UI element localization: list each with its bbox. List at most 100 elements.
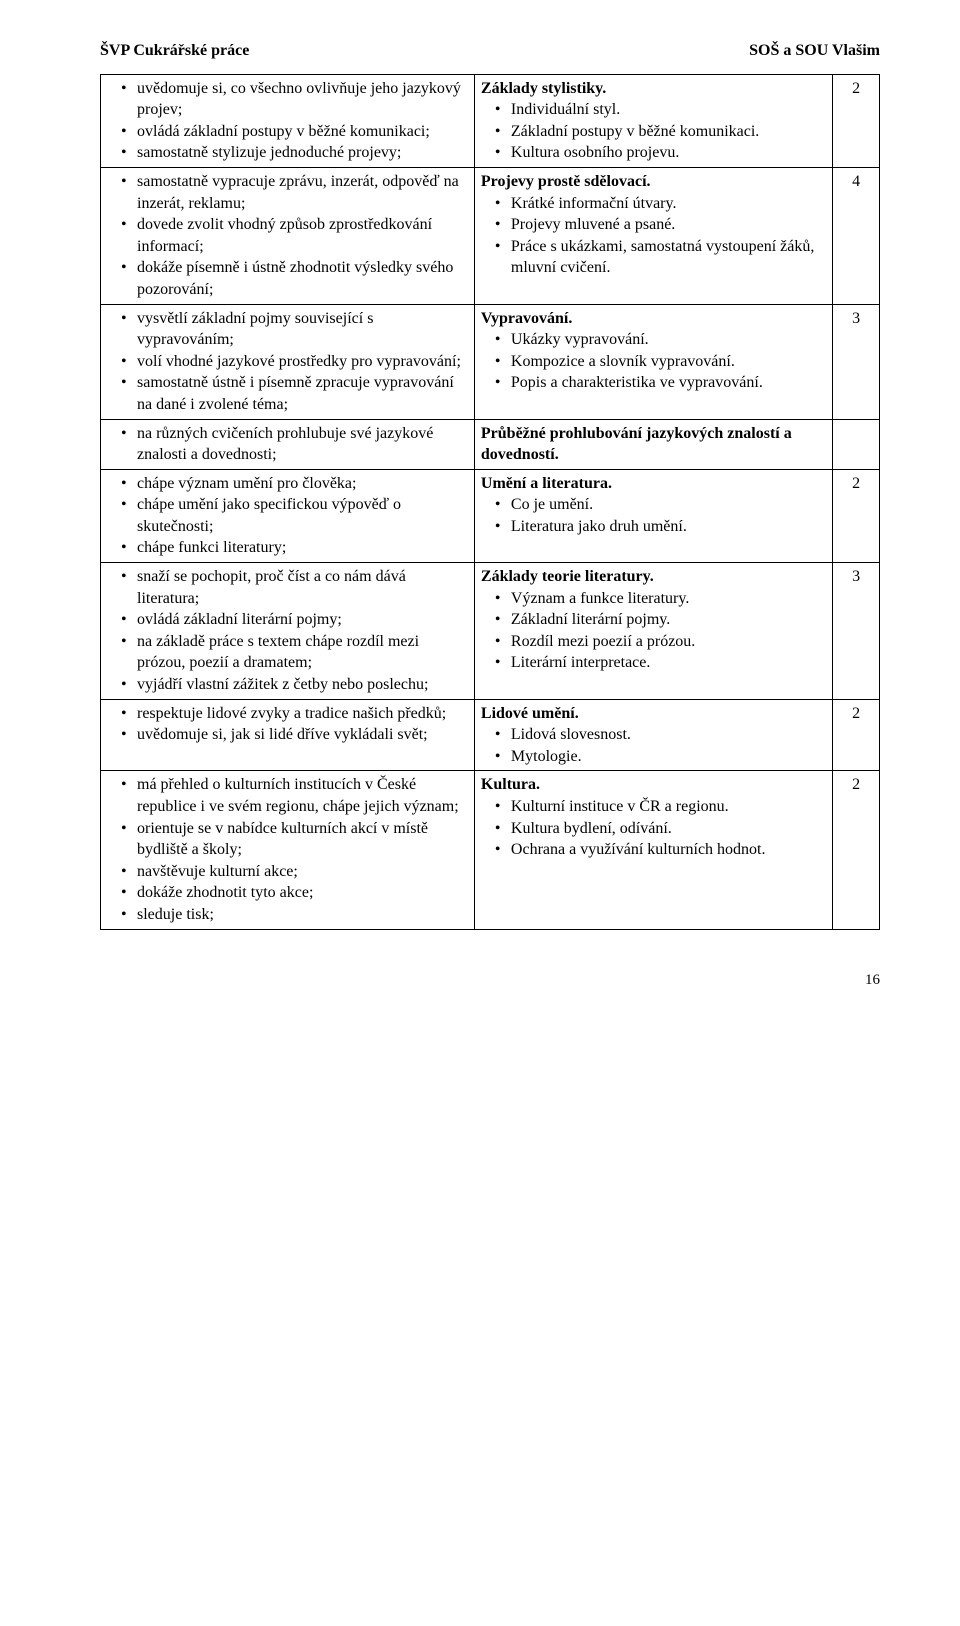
rightBlocks.6-list: Lidová slovesnost.Mytologie. — [481, 724, 826, 767]
table-row: vysvětlí základní pojmy související s vy… — [101, 304, 880, 419]
rightBlocks.0-list: Individuální styl.Základní postupy v běž… — [481, 99, 826, 164]
topic-title: Projevy prostě sdělovací. — [481, 171, 826, 193]
table-row: uvědomuje si, co všechno ovlivňuje jeho … — [101, 74, 880, 167]
topic-title: Umění a literatura. — [481, 473, 826, 495]
leftBlocks.6-list: respektuje lidové zvyky a tradice našich… — [107, 703, 468, 746]
rightBlocks.7-item: Ochrana a využívání kulturních hodnot. — [481, 839, 826, 861]
leftBlocks.6-item: respektuje lidové zvyky a tradice našich… — [107, 703, 468, 725]
topic-cell: Základy teorie literatury.Význam a funkc… — [474, 563, 832, 700]
hours-cell: 2 — [833, 771, 880, 929]
leftBlocks.5-item: snaží se pochopit, proč číst a co nám dá… — [107, 566, 468, 609]
leftBlocks.2-item: volí vhodné jazykové prostředky pro vypr… — [107, 351, 468, 373]
rightBlocks.7-item: Kulturní instituce v ČR a regionu. — [481, 796, 826, 818]
rightBlocks.2-item: Ukázky vypravování. — [481, 329, 826, 351]
leftBlocks.0-item: ovládá základní postupy v běžné komunika… — [107, 121, 468, 143]
topic-cell: Vypravování.Ukázky vypravování.Kompozice… — [474, 304, 832, 419]
hours-cell: 2 — [833, 74, 880, 167]
content-table: uvědomuje si, co všechno ovlivňuje jeho … — [100, 74, 880, 930]
rightBlocks.5-item: Význam a funkce literatury. — [481, 588, 826, 610]
leftBlocks.7-item: dokáže zhodnotit tyto akce; — [107, 882, 468, 904]
outcomes-cell: samostatně vypracuje zprávu, inzerát, od… — [101, 167, 475, 304]
topic-title: Průběžné prohlubování jazykových znalost… — [481, 423, 826, 466]
page-header: ŠVP Cukrářské práce SOŠ a SOU Vlašim — [100, 40, 880, 62]
leftBlocks.7-item: sleduje tisk; — [107, 904, 468, 926]
leftBlocks.1-item: dokáže písemně i ústně zhodnotit výsledk… — [107, 257, 468, 300]
leftBlocks.1-list: samostatně vypracuje zprávu, inzerát, od… — [107, 171, 468, 301]
topic-title: Základy teorie literatury. — [481, 566, 826, 588]
topic-cell: Kultura.Kulturní instituce v ČR a region… — [474, 771, 832, 929]
leftBlocks.4-list: chápe význam umění pro člověka;chápe umě… — [107, 473, 468, 559]
rightBlocks.6-item: Lidová slovesnost. — [481, 724, 826, 746]
leftBlocks.4-item: chápe funkci literatury; — [107, 537, 468, 559]
topic-title: Lidové umění. — [481, 703, 826, 725]
topic-title: Vypravování. — [481, 308, 826, 330]
outcomes-cell: vysvětlí základní pojmy související s vy… — [101, 304, 475, 419]
leftBlocks.0-item: uvědomuje si, co všechno ovlivňuje jeho … — [107, 78, 468, 121]
rightBlocks.6-item: Mytologie. — [481, 746, 826, 768]
outcomes-cell: chápe význam umění pro člověka;chápe umě… — [101, 469, 475, 562]
leftBlocks.5-item: ovládá základní literární pojmy; — [107, 609, 468, 631]
header-left: ŠVP Cukrářské práce — [100, 40, 249, 62]
rightBlocks.7-list: Kulturní instituce v ČR a regionu.Kultur… — [481, 796, 826, 861]
rightBlocks.1-list: Krátké informační útvary.Projevy mluvené… — [481, 193, 826, 279]
hours-cell: 3 — [833, 563, 880, 700]
outcomes-cell: uvědomuje si, co všechno ovlivňuje jeho … — [101, 74, 475, 167]
outcomes-cell: na různých cvičeních prohlubuje své jazy… — [101, 419, 475, 469]
leftBlocks.5-list: snaží se pochopit, proč číst a co nám dá… — [107, 566, 468, 696]
leftBlocks.3-item: na různých cvičeních prohlubuje své jazy… — [107, 423, 468, 466]
rightBlocks.4-item: Literatura jako druh umění. — [481, 516, 826, 538]
table-row: samostatně vypracuje zprávu, inzerát, od… — [101, 167, 880, 304]
leftBlocks.0-list: uvědomuje si, co všechno ovlivňuje jeho … — [107, 78, 468, 164]
header-right: SOŠ a SOU Vlašim — [749, 40, 880, 62]
rightBlocks.0-item: Základní postupy v běžné komunikaci. — [481, 121, 826, 143]
rightBlocks.2-item: Popis a charakteristika ve vypravování. — [481, 372, 826, 394]
table-row: chápe význam umění pro člověka;chápe umě… — [101, 469, 880, 562]
leftBlocks.5-item: vyjádří vlastní zážitek z četby nebo pos… — [107, 674, 468, 696]
topic-cell: Lidové umění.Lidová slovesnost.Mytologie… — [474, 699, 832, 771]
leftBlocks.2-item: vysvětlí základní pojmy související s vy… — [107, 308, 468, 351]
leftBlocks.6-item: uvědomuje si, jak si lidé dříve vykládal… — [107, 724, 468, 746]
leftBlocks.7-item: orientuje se v nabídce kulturních akcí v… — [107, 818, 468, 861]
table-row: na různých cvičeních prohlubuje své jazy… — [101, 419, 880, 469]
rightBlocks.1-item: Projevy mluvené a psané. — [481, 214, 826, 236]
rightBlocks.0-item: Individuální styl. — [481, 99, 826, 121]
leftBlocks.5-item: na základě práce s textem chápe rozdíl m… — [107, 631, 468, 674]
hours-cell: 2 — [833, 469, 880, 562]
rightBlocks.1-item: Práce s ukázkami, samostatná vystoupení … — [481, 236, 826, 279]
outcomes-cell: snaží se pochopit, proč číst a co nám dá… — [101, 563, 475, 700]
hours-cell: 4 — [833, 167, 880, 304]
hours-cell: 2 — [833, 699, 880, 771]
rightBlocks.4-item: Co je umění. — [481, 494, 826, 516]
topic-title: Základy stylistiky. — [481, 78, 826, 100]
topic-title: Kultura. — [481, 774, 826, 796]
leftBlocks.2-list: vysvětlí základní pojmy související s vy… — [107, 308, 468, 416]
leftBlocks.2-item: samostatně ústně i písemně zpracuje vypr… — [107, 372, 468, 415]
outcomes-cell: má přehled o kulturních institucích v Če… — [101, 771, 475, 929]
topic-cell: Základy stylistiky.Individuální styl.Zák… — [474, 74, 832, 167]
rightBlocks.5-item: Literární interpretace. — [481, 652, 826, 674]
topic-cell: Projevy prostě sdělovací.Krátké informač… — [474, 167, 832, 304]
table-row: má přehled o kulturních institucích v Če… — [101, 771, 880, 929]
leftBlocks.4-item: chápe umění jako specifickou výpověď o s… — [107, 494, 468, 537]
leftBlocks.7-item: navštěvuje kulturní akce; — [107, 861, 468, 883]
rightBlocks.5-item: Základní literární pojmy. — [481, 609, 826, 631]
rightBlocks.2-item: Kompozice a slovník vypravování. — [481, 351, 826, 373]
rightBlocks.0-item: Kultura osobního projevu. — [481, 142, 826, 164]
rightBlocks.4-list: Co je umění.Literatura jako druh umění. — [481, 494, 826, 537]
leftBlocks.3-list: na různých cvičeních prohlubuje své jazy… — [107, 423, 468, 466]
table-row: snaží se pochopit, proč číst a co nám dá… — [101, 563, 880, 700]
leftBlocks.4-item: chápe význam umění pro člověka; — [107, 473, 468, 495]
rightBlocks.1-item: Krátké informační útvary. — [481, 193, 826, 215]
rightBlocks.7-item: Kultura bydlení, odívání. — [481, 818, 826, 840]
rightBlocks.2-list: Ukázky vypravování.Kompozice a slovník v… — [481, 329, 826, 394]
page-number: 16 — [100, 970, 880, 990]
hours-cell — [833, 419, 880, 469]
topic-cell: Umění a literatura.Co je umění.Literatur… — [474, 469, 832, 562]
rightBlocks.5-list: Význam a funkce literatury.Základní lite… — [481, 588, 826, 674]
leftBlocks.7-item: má přehled o kulturních institucích v Če… — [107, 774, 468, 817]
hours-cell: 3 — [833, 304, 880, 419]
leftBlocks.1-item: samostatně vypracuje zprávu, inzerát, od… — [107, 171, 468, 214]
topic-cell: Průběžné prohlubování jazykových znalost… — [474, 419, 832, 469]
leftBlocks.1-item: dovede zvolit vhodný způsob zprostředkov… — [107, 214, 468, 257]
leftBlocks.0-item: samostatně stylizuje jednoduché projevy; — [107, 142, 468, 164]
